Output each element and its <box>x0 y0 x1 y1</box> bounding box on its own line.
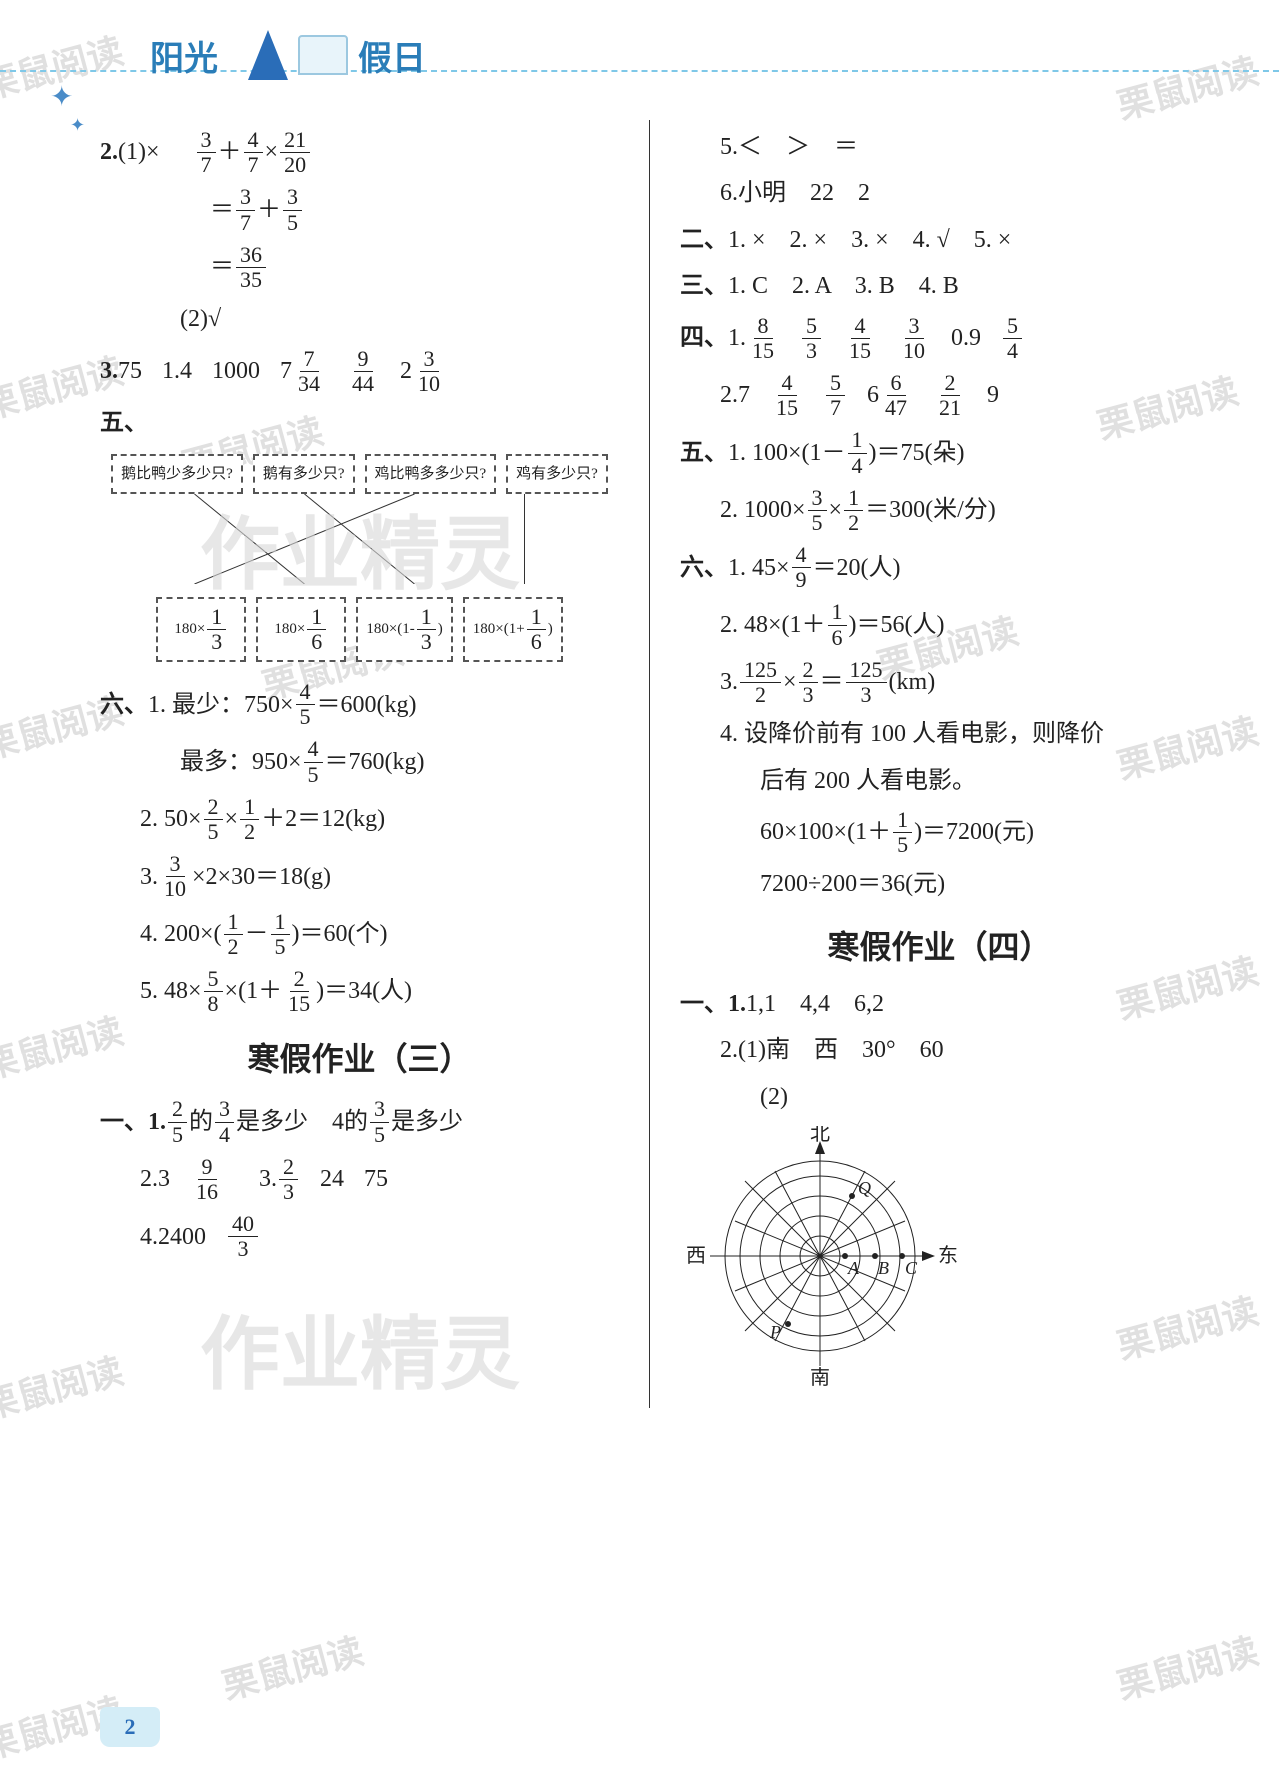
q3-row: 3. 75 1.4 1000 7734 944 2310 <box>100 347 619 396</box>
match-box: 180×16 <box>256 597 346 662</box>
heading-hw3: 寒假作业（三） <box>100 1034 619 1085</box>
section-6-q1b: 最多：950× 45 ＝760(kg) <box>100 737 619 786</box>
match-box: 鹅比鸭少多少只? <box>111 454 243 494</box>
section-6-q3: 3. 310 ×2×30＝18(g) <box>100 852 619 901</box>
page-header: ✦ ✦ 阳光 假日 <box>0 0 1279 120</box>
value: 75 <box>118 352 142 390</box>
tree-icon <box>228 20 288 90</box>
svg-text:A: A <box>847 1258 860 1278</box>
star-icon: ✦ <box>50 80 73 114</box>
compass-diagram: 北 南 东 西 Q A B C P <box>680 1126 1199 1398</box>
fraction: 47 <box>244 128 263 177</box>
r-q5: 5. ＜ ＞ ＝ <box>680 128 1199 166</box>
fraction: 35 <box>283 185 302 234</box>
hw3-q4: 4. 2400 403 <box>100 1212 619 1261</box>
match-bottom-row: 180×13 180×16 180×(1-13) 180×(1+16) <box>100 597 619 662</box>
header-title: 阳光 假日 <box>150 20 426 90</box>
q2-part1: 2. (1)× 37 ＋ 47 × 2120 <box>100 128 619 177</box>
match-lines <box>100 494 619 584</box>
header-word-right: 假日 <box>358 31 426 80</box>
r-sec6-q2: 2. 48×(1＋ 16 )＝56(人) <box>680 600 1199 649</box>
r-sec6-q4-l2: 后有 200 人看电影。 <box>680 762 1199 800</box>
r-sec4-row2: 2. 7 415 57 6647 221 9 <box>680 371 1199 420</box>
r-q6: 6. 小明 22 2 <box>680 174 1199 212</box>
book-icon <box>298 35 348 75</box>
section-6-q5: 5. 48× 58 ×(1＋ 215 )＝34(人) <box>100 967 619 1016</box>
section-6-q4: 4. 200×( 12 － 15 )＝60(个) <box>100 910 619 959</box>
section-6-q1a: 六、 1. 最少：750× 45 ＝600(kg) <box>100 680 619 729</box>
r-sec6-q4-l1: 4. 设降价前有 100 人看电影，则降价 <box>680 715 1199 753</box>
watermark: 栗鼠阅读 <box>1111 1622 1264 1710</box>
hw3-q1: 一、1. 25 的 34 是多少 4的 35 是多少 <box>100 1097 619 1146</box>
matching-diagram: 鹅比鸭少多少只? 鹅有多少只? 鸡比鸭多多少只? 鸡有多少只? 180×13 1… <box>100 454 619 662</box>
svg-text:C: C <box>905 1258 918 1278</box>
eq-step: ＝ 3635 <box>100 243 619 292</box>
left-column: 2. (1)× 37 ＋ 47 × 2120 ＝ 37 ＋ 35 ＝ 3635 … <box>80 120 650 1408</box>
fraction: 3635 <box>236 243 266 292</box>
hw4-q2: 2. (1)南 西 30° 60 <box>680 1031 1199 1069</box>
compass-north: 北 <box>810 1126 830 1145</box>
right-column: 5. ＜ ＞ ＝ 6. 小明 22 2 二、1. × 2. × 3. × 4. … <box>650 120 1219 1408</box>
value: 1.4 <box>162 352 192 390</box>
compass-south: 南 <box>810 1366 830 1386</box>
r-sec6-q4-l4: 7200÷200＝36(元) <box>680 865 1199 903</box>
fraction: 2120 <box>280 128 310 177</box>
r-sec5-q1: 五、 1. 100×(1－ 14 )＝75(朵) <box>680 428 1199 477</box>
value: 1000 <box>212 352 260 390</box>
section-6-q2: 2. 50× 25 × 12 ＋2＝12(kg) <box>100 795 619 844</box>
fraction: 944 <box>348 347 378 396</box>
r-sec3: 三、1. C 2. A 3. B 4. B <box>680 267 1199 305</box>
eq-step: ＝ 37 ＋ 35 <box>100 185 619 234</box>
r-sec6-q3: 3. 1252 × 23 ＝ 1253 (km) <box>680 658 1199 707</box>
r-sec2: 二、1. × 2. × 3. × 4. √ 5. × <box>680 221 1199 259</box>
section-5-label: 五、 <box>100 404 619 442</box>
r-sec6-q1: 六、 1. 45× 49 ＝20(人) <box>680 543 1199 592</box>
r-sec4-row1: 四、 1. 815 53 415 310 0.9 54 <box>680 314 1199 363</box>
compass-west: 西 <box>686 1245 706 1267</box>
content-area: 2. (1)× 37 ＋ 47 × 2120 ＝ 37 ＋ 35 ＝ 3635 … <box>0 120 1279 1408</box>
label: (1)× <box>118 133 160 171</box>
svg-text:B: B <box>878 1258 889 1278</box>
hw4-q2-part2-label: (2) <box>680 1078 1199 1116</box>
label: 2. <box>100 133 118 171</box>
heading-hw4: 寒假作业（四） <box>680 922 1199 973</box>
match-box: 鸡比鸭多多少只? <box>365 454 497 494</box>
match-box: 鸡有多少只? <box>506 454 608 494</box>
header-word-left: 阳光 <box>150 31 218 80</box>
fraction: 37 <box>197 128 216 177</box>
fraction: 37 <box>236 185 255 234</box>
hw3-q2: 2. 3 916 3. 23 24 75 <box>100 1155 619 1204</box>
svg-text:P: P <box>769 1322 781 1342</box>
compass-east: 东 <box>938 1244 958 1267</box>
match-top-row: 鹅比鸭少多少只? 鹅有多少只? 鸡比鸭多多少只? 鸡有多少只? <box>100 454 619 494</box>
watermark: 栗鼠阅读 <box>216 1622 369 1710</box>
match-box: 鹅有多少只? <box>253 454 355 494</box>
mixed-fraction: 2310 <box>400 347 446 396</box>
r-sec6-q4-l3: 60×100×(1＋ 15 )＝7200(元) <box>680 808 1199 857</box>
svg-text:Q: Q <box>858 1178 871 1198</box>
hw4-q1: 一、1. 1,1 4,4 6,2 <box>680 985 1199 1023</box>
page-number: 2 <box>100 1702 160 1752</box>
page-number-value: 2 <box>100 1707 160 1747</box>
q2-part2: (2)√ <box>100 300 619 338</box>
match-box: 180×13 <box>156 597 246 662</box>
match-box: 180×(1-13) <box>356 597 452 662</box>
match-box: 180×(1+16) <box>463 597 563 662</box>
r-sec5-q2: 2. 1000× 35 × 12 ＝300(米/分) <box>680 486 1199 535</box>
label: 3. <box>100 352 118 390</box>
mixed-fraction: 7734 <box>280 347 326 396</box>
